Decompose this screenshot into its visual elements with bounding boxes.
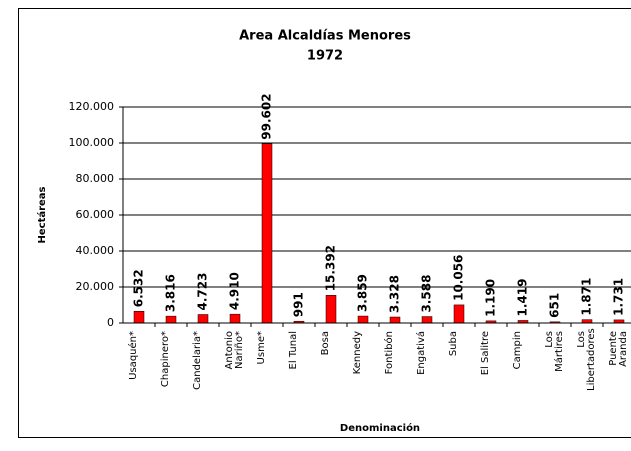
y-tick-label: 20.000 [76,280,115,293]
x-tick-label: Antonio Nariño* [224,331,245,370]
x-tick-label: Kennedy [352,331,363,375]
value-label: 4.723 [196,273,210,311]
value-label: 1.871 [580,278,594,316]
value-label: 1.190 [484,279,498,317]
bar [389,316,401,324]
x-tick-label: Usme* [256,331,267,365]
bar [197,314,209,324]
x-tick-label: Campin [512,331,523,370]
value-label: 15.392 [324,245,338,291]
value-label: 6.532 [132,269,146,307]
bar [133,310,145,324]
bar [453,304,465,324]
value-label: 10.056 [452,255,466,301]
chart-subtitle: 1972 [307,49,343,64]
y-tick-label: 80.000 [76,172,115,185]
chart-title: Area Alcaldías Menores [239,29,411,44]
x-tick-label: El Salitre [480,331,491,376]
chart-border [18,8,631,438]
x-tick-label: Puente Aranda [608,331,629,367]
x-tick-label: Engativá [416,331,427,375]
value-label: 4.910 [228,272,242,310]
y-axis-title: Hectáreas [36,186,48,243]
bar [357,315,369,324]
y-tick-label: 120.000 [69,100,115,113]
x-tick-label: El Tunal [288,331,299,370]
x-tick-label: Suba [448,331,459,357]
x-axis-title: Denominación [340,422,420,434]
value-label: 1.731 [612,278,626,316]
bar [165,315,177,324]
x-tick-label: Candelaria* [192,331,203,390]
value-label: 3.588 [420,275,434,313]
value-label: 3.328 [388,275,402,313]
y-tick-label: 40.000 [76,244,115,257]
x-tick-label: Usaquén* [128,331,139,380]
bar [325,295,337,324]
y-tick-label: 60.000 [76,208,115,221]
bar [261,143,273,324]
x-tick-label: Fontibón [384,331,395,375]
value-label: 99.602 [260,93,274,139]
y-tick-label: 0 [107,316,114,329]
bar [229,313,241,324]
x-tick-label: Los Libertadores [576,328,597,391]
x-tick-label: Los Mártires [544,331,565,372]
x-tick-label: Chapinero* [160,331,171,388]
x-tick-label: Bosa [320,331,331,356]
bar [421,316,433,324]
value-label: 3.859 [356,274,370,312]
value-label: 1.419 [516,278,530,316]
y-tick-label: 100.000 [69,136,115,149]
value-label: 651 [548,293,562,318]
value-label: 3.816 [164,274,178,312]
value-label: 991 [292,292,306,317]
bar [581,319,593,324]
